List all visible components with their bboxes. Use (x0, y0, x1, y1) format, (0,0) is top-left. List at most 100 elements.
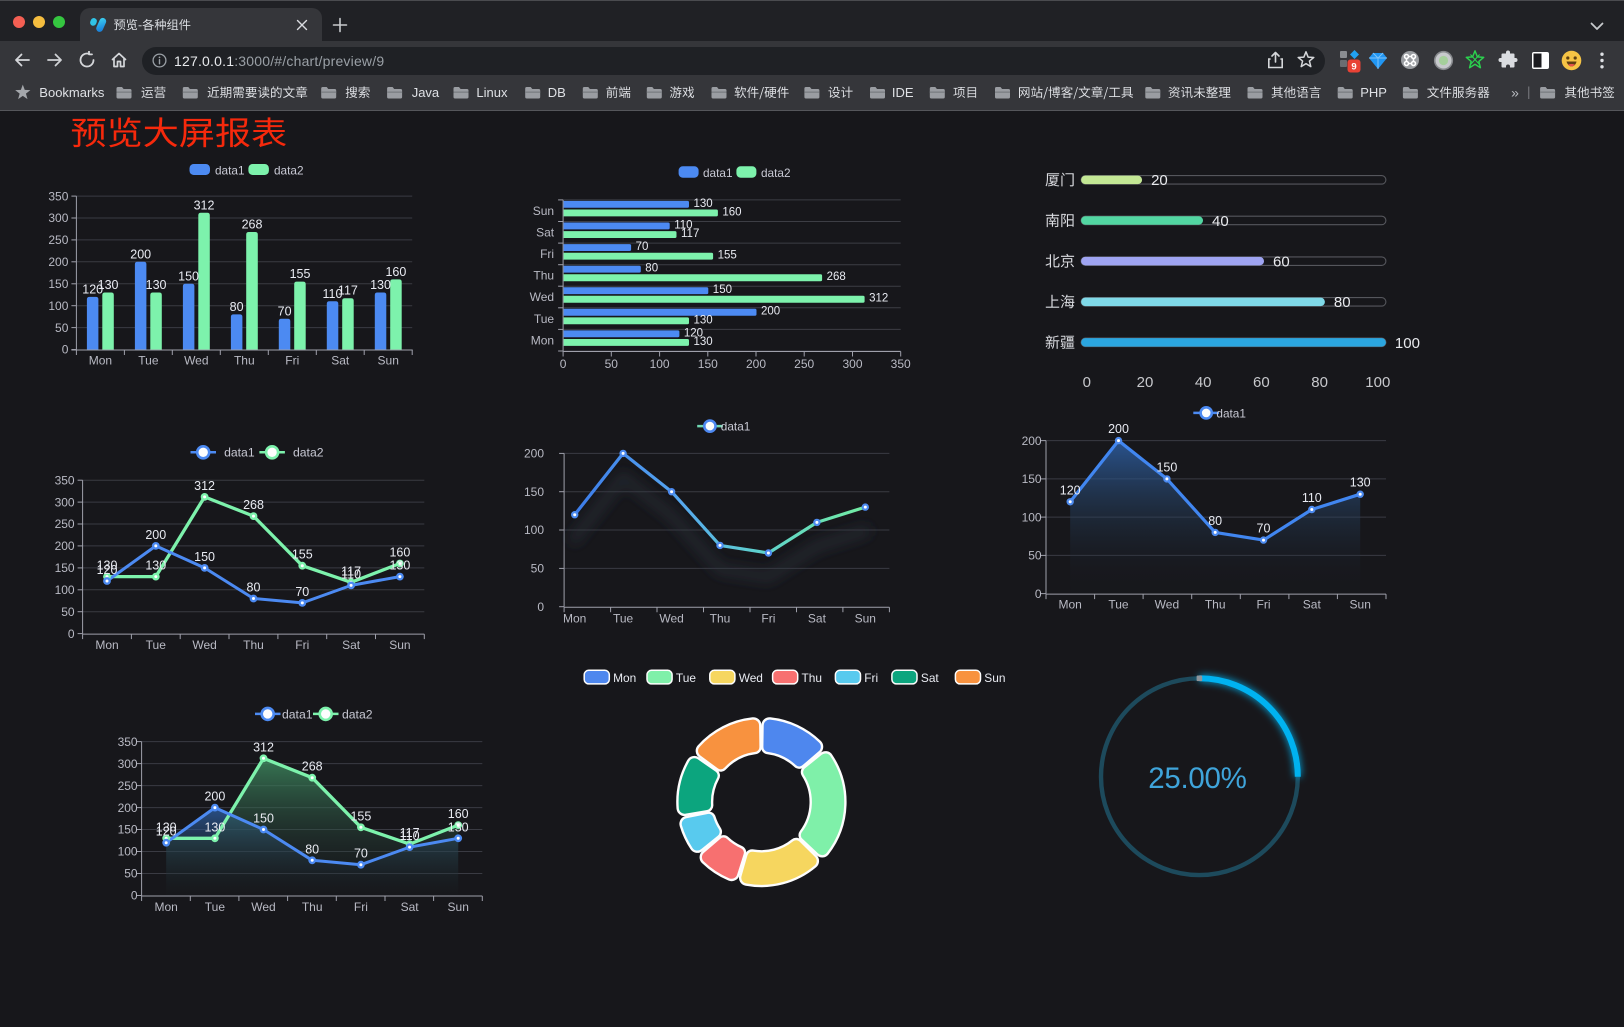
svg-text:300: 300 (55, 495, 75, 509)
svg-text:DB: DB (548, 85, 566, 100)
svg-text:0: 0 (68, 627, 75, 641)
svg-text:155: 155 (718, 250, 737, 262)
svg-text:100: 100 (1365, 374, 1390, 391)
svg-text:200: 200 (130, 247, 151, 261)
svg-text:Sun: Sun (533, 204, 554, 218)
svg-text:0: 0 (560, 357, 567, 371)
svg-text:200: 200 (761, 306, 780, 318)
svg-text:70: 70 (354, 847, 368, 861)
svg-text:120: 120 (156, 825, 177, 839)
svg-text:50: 50 (1028, 549, 1042, 563)
svg-text:150: 150 (178, 269, 199, 283)
svg-text:20: 20 (1137, 374, 1154, 391)
svg-text:130: 130 (389, 559, 410, 573)
svg-text:312: 312 (194, 198, 215, 212)
svg-text:312: 312 (194, 479, 215, 493)
svg-text:Sun: Sun (984, 671, 1005, 685)
svg-text:40: 40 (1212, 213, 1229, 230)
svg-text:9: 9 (1351, 62, 1356, 73)
svg-text:Tue: Tue (676, 671, 696, 685)
svg-text:100: 100 (48, 299, 68, 313)
svg-text:80: 80 (230, 300, 244, 314)
svg-text:50: 50 (605, 357, 619, 371)
svg-text:Sat: Sat (401, 900, 420, 914)
svg-text:data1: data1 (1216, 407, 1246, 421)
svg-text:350: 350 (891, 357, 911, 371)
svg-text:155: 155 (292, 548, 313, 562)
svg-text:data1: data1 (282, 707, 313, 721)
svg-text:117: 117 (681, 228, 699, 240)
svg-text:data2: data2 (274, 163, 304, 177)
svg-text:200: 200 (524, 447, 544, 461)
svg-text:100: 100 (1022, 510, 1042, 524)
svg-text:110: 110 (1302, 491, 1322, 505)
svg-text:200: 200 (55, 539, 75, 553)
svg-text:150: 150 (48, 277, 68, 291)
svg-text:Wed: Wed (251, 900, 275, 914)
svg-text:350: 350 (55, 473, 75, 487)
svg-text:Fri: Fri (540, 247, 554, 261)
svg-text:Mon: Mon (613, 671, 636, 685)
svg-text:Thu: Thu (710, 611, 731, 625)
svg-text:200: 200 (1022, 434, 1042, 448)
svg-text:Sat: Sat (342, 638, 361, 652)
svg-text:80: 80 (1334, 294, 1351, 311)
svg-text:130: 130 (694, 198, 713, 210)
svg-text:130: 130 (370, 278, 391, 292)
svg-text:110: 110 (341, 567, 361, 581)
svg-text:70: 70 (636, 241, 649, 253)
svg-text:268: 268 (827, 271, 846, 283)
svg-text:200: 200 (118, 801, 138, 815)
svg-text:Tue: Tue (205, 900, 226, 914)
svg-text:25.00%: 25.00% (1148, 762, 1246, 795)
svg-text:0: 0 (131, 889, 138, 903)
svg-text:100: 100 (650, 357, 670, 371)
svg-text:Fri: Fri (761, 611, 775, 625)
svg-text:130: 130 (694, 336, 713, 348)
svg-text:Thu: Thu (234, 354, 255, 368)
svg-text:60: 60 (1253, 374, 1270, 391)
svg-text:Mon: Mon (155, 900, 178, 914)
svg-text:120: 120 (684, 327, 703, 339)
svg-text:Wed: Wed (1155, 597, 1179, 611)
svg-text:160: 160 (389, 546, 410, 560)
svg-text:60: 60 (1273, 254, 1290, 271)
svg-text:130: 130 (1350, 476, 1371, 490)
svg-text:130: 130 (156, 820, 177, 834)
svg-text:Sat: Sat (536, 226, 555, 240)
svg-text:70: 70 (295, 585, 309, 599)
svg-text:Sat: Sat (1303, 597, 1322, 611)
svg-text:Wed: Wed (184, 354, 208, 368)
svg-text:117: 117 (400, 826, 420, 840)
svg-text:50: 50 (124, 867, 138, 881)
svg-text:50: 50 (55, 321, 69, 335)
svg-text:80: 80 (1311, 374, 1328, 391)
svg-text:312: 312 (253, 740, 274, 754)
svg-text:120: 120 (97, 563, 118, 577)
svg-text:250: 250 (794, 357, 814, 371)
svg-text:Mon: Mon (531, 333, 554, 347)
svg-text:0: 0 (1035, 587, 1042, 601)
svg-text:Bookmarks: Bookmarks (39, 85, 105, 100)
svg-text:150: 150 (524, 485, 544, 499)
svg-text:PHP: PHP (1360, 85, 1387, 100)
svg-text:120: 120 (1060, 483, 1081, 497)
svg-text:0: 0 (1083, 374, 1091, 391)
svg-text:100: 100 (118, 845, 138, 859)
svg-text:200: 200 (1108, 422, 1129, 436)
svg-text:150: 150 (253, 812, 274, 826)
svg-text:80: 80 (1208, 514, 1222, 528)
svg-text:Wed: Wed (530, 290, 554, 304)
svg-text:130: 130 (146, 278, 167, 292)
svg-text:120: 120 (82, 282, 103, 296)
svg-text:300: 300 (48, 211, 68, 225)
svg-text:350: 350 (48, 189, 68, 203)
svg-text:40: 40 (1195, 374, 1212, 391)
svg-text:155: 155 (350, 809, 371, 823)
svg-text:Sat: Sat (331, 354, 350, 368)
svg-text:350: 350 (118, 735, 138, 749)
svg-text:130: 130 (97, 559, 118, 573)
svg-text:Tue: Tue (146, 638, 167, 652)
svg-text:Tue: Tue (138, 354, 159, 368)
svg-text:70: 70 (1257, 522, 1271, 536)
